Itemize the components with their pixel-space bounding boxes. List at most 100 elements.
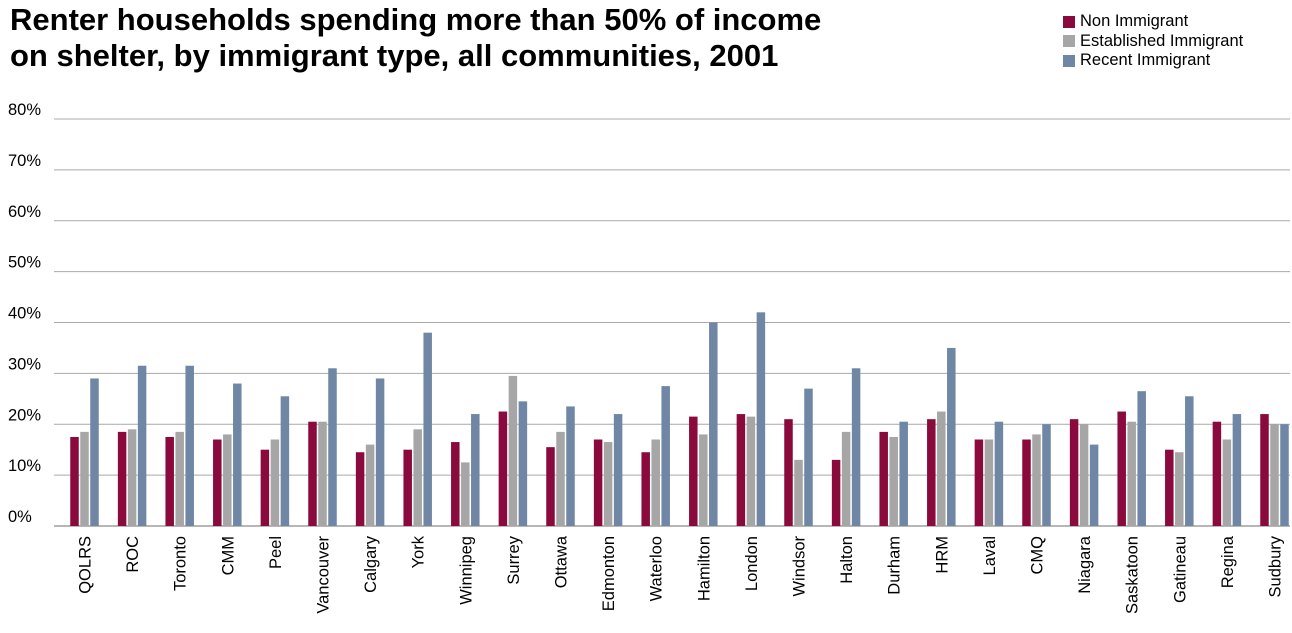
- bar-cmm-established-immigrant: [223, 434, 232, 526]
- bar-durham-non-immigrant: [879, 431, 888, 526]
- x-tick-label-halton: Halton: [838, 536, 856, 584]
- chart-title-line-1: Renter households spending more than 50%…: [10, 2, 822, 37]
- y-tick-label-60: 60%: [8, 203, 41, 221]
- x-tick-label-york: York: [410, 535, 428, 568]
- y-tick-label-70: 70%: [8, 152, 41, 170]
- chart-legend: Non Immigrant Established Immigrant Rece…: [1063, 12, 1243, 71]
- legend-label-non-immigrant: Non Immigrant: [1080, 12, 1189, 30]
- bar-edmonton-recent-immigrant: [613, 414, 623, 526]
- bar-surrey-non-immigrant: [498, 411, 508, 526]
- bar-gatineau-recent-immigrant: [1185, 396, 1194, 526]
- bar-gatineau-non-immigrant: [1165, 449, 1174, 526]
- x-tick-label-waterloo: Waterloo: [648, 536, 666, 601]
- bar-vancouver-non-immigrant: [308, 421, 317, 526]
- bar-roc-established-immigrant: [127, 429, 137, 526]
- x-tick-label-hrm: HRM: [933, 536, 951, 574]
- bar-surrey-established-immigrant: [508, 375, 518, 526]
- bar-regina-recent-immigrant: [1232, 414, 1242, 526]
- legend-swatch-recent-immigrant: [1063, 54, 1075, 67]
- bar-toronto-non-immigrant: [165, 436, 174, 526]
- bar-niagara-non-immigrant: [1069, 419, 1079, 526]
- bar-roc-recent-immigrant: [137, 365, 147, 526]
- bar-hamilton-established-immigrant: [699, 434, 708, 526]
- x-tick-label-roc: ROC: [124, 536, 142, 573]
- bar-london-non-immigrant: [736, 414, 746, 526]
- x-axis-labels: QOLRS ROC Toronto CMM Peel Vancouver Calgary Yo…: [77, 535, 1285, 614]
- x-tick-label-qolrs: QOLRS: [77, 536, 95, 594]
- x-tick-label-peel: Peel: [267, 536, 285, 569]
- x-tick-label-sudbury: Sudbury: [1267, 535, 1285, 597]
- bar-waterloo-established-immigrant: [651, 439, 660, 526]
- bar-vancouver-recent-immigrant: [328, 368, 337, 526]
- legend-label-established-immigrant: Established Immigrant: [1080, 31, 1244, 50]
- bar-cmm-non-immigrant: [213, 439, 222, 526]
- bar-saskatoon-established-immigrant: [1127, 421, 1136, 526]
- bar-halton-non-immigrant: [831, 459, 841, 526]
- bar-london-recent-immigrant: [756, 312, 766, 526]
- bar-london-established-immigrant: [746, 416, 756, 526]
- x-tick-label-hamilton: Hamilton: [695, 536, 713, 601]
- x-tick-label-laval: Laval: [981, 536, 999, 575]
- bar-hamilton-non-immigrant: [689, 416, 698, 526]
- x-tick-label-cmq: CMQ: [1029, 536, 1047, 575]
- bar-winnipeg-recent-immigrant: [471, 414, 480, 526]
- bar-windsor-non-immigrant: [784, 419, 793, 526]
- bar-york-non-immigrant: [403, 449, 412, 526]
- bar-niagara-established-immigrant: [1079, 424, 1089, 526]
- bar-winnipeg-established-immigrant: [461, 462, 470, 526]
- legend-swatch-established-immigrant: [1063, 35, 1075, 48]
- x-tick-label-london: London: [743, 536, 761, 591]
- bar-halton-established-immigrant: [841, 431, 851, 526]
- bar-winnipeg-non-immigrant: [451, 442, 460, 526]
- bar-hrm-established-immigrant: [937, 411, 946, 526]
- bar-cmm-recent-immigrant: [233, 383, 242, 526]
- bar-hrm-recent-immigrant: [947, 347, 956, 526]
- bar-laval-recent-immigrant: [994, 421, 1004, 526]
- legend-item-non-immigrant: Non Immigrant: [1063, 12, 1243, 32]
- bar-laval-established-immigrant: [984, 439, 994, 526]
- bar-york-recent-immigrant: [423, 332, 432, 526]
- bar-windsor-established-immigrant: [794, 459, 803, 526]
- bar-peel-established-immigrant: [270, 439, 280, 526]
- bar-calgary-non-immigrant: [355, 452, 365, 526]
- x-tick-label-winnipeg: Winnipeg: [457, 536, 475, 605]
- bar-qolrs-non-immigrant: [70, 436, 79, 526]
- y-tick-label-80: 80%: [8, 101, 41, 119]
- bar-vancouver-established-immigrant: [318, 421, 327, 526]
- x-tick-label-vancouver: Vancouver: [315, 536, 333, 614]
- bar-regina-established-immigrant: [1222, 439, 1232, 526]
- bar-roc-non-immigrant: [117, 431, 127, 526]
- bar-durham-established-immigrant: [889, 436, 898, 526]
- bar-qolrs-established-immigrant: [80, 431, 89, 526]
- bar-calgary-recent-immigrant: [375, 378, 385, 526]
- bar-hrm-non-immigrant: [927, 419, 936, 526]
- bar-saskatoon-non-immigrant: [1117, 411, 1126, 526]
- bar-saskatoon-recent-immigrant: [1137, 391, 1146, 526]
- y-tick-label-30: 30%: [8, 355, 41, 373]
- bar-ottawa-recent-immigrant: [566, 406, 575, 526]
- bar-peel-recent-immigrant: [280, 396, 290, 526]
- legend-item-established-immigrant: Established Immigrant: [1063, 32, 1243, 52]
- bar-waterloo-non-immigrant: [641, 452, 650, 526]
- bar-cmq-recent-immigrant: [1042, 424, 1051, 526]
- bar-durham-recent-immigrant: [899, 421, 908, 526]
- bar-peel-non-immigrant: [260, 449, 270, 526]
- bar-edmonton-non-immigrant: [593, 439, 603, 526]
- bar-windsor-recent-immigrant: [804, 388, 813, 526]
- bar-halton-recent-immigrant: [851, 368, 861, 526]
- bar-gatineau-established-immigrant: [1175, 452, 1184, 526]
- bar-sudbury-non-immigrant: [1260, 414, 1269, 526]
- y-tick-label-50: 50%: [8, 254, 41, 272]
- bar-cmq-established-immigrant: [1032, 434, 1041, 526]
- x-tick-label-cmm: CMM: [219, 536, 237, 575]
- legend-swatch-non-immigrant: [1063, 15, 1075, 28]
- bar-sudbury-established-immigrant: [1270, 424, 1279, 526]
- bars: [70, 312, 1289, 526]
- y-tick-label-10: 10%: [8, 457, 41, 475]
- bar-cmq-non-immigrant: [1022, 439, 1031, 526]
- legend-item-recent-immigrant: Recent Immigrant: [1063, 51, 1243, 71]
- bar-qolrs-recent-immigrant: [90, 378, 99, 526]
- y-axis-labels: 0% 10% 20% 30% 40% 50% 60% 70% 80%: [8, 101, 41, 526]
- bar-calgary-established-immigrant: [365, 444, 375, 526]
